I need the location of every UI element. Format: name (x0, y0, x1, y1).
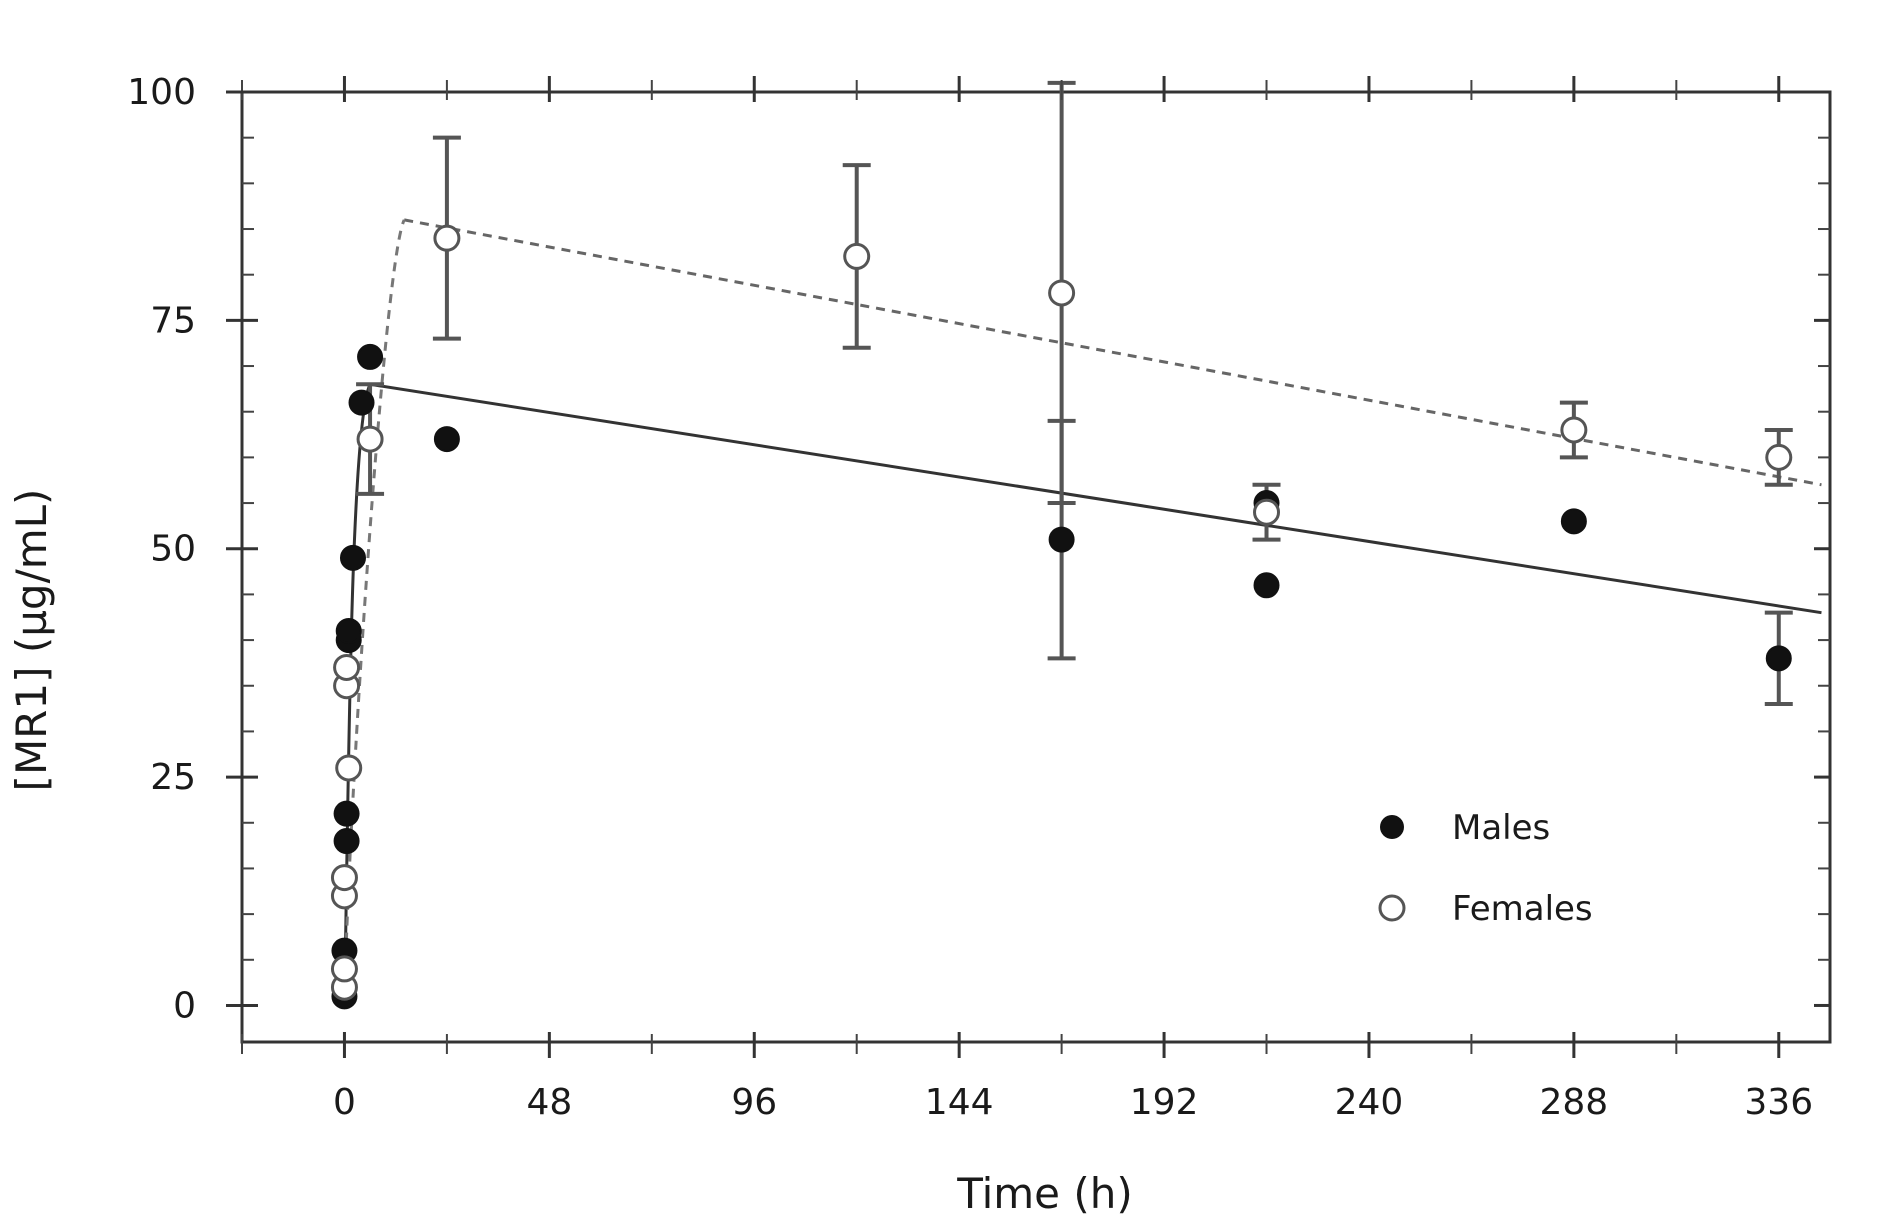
point-males-5 (335, 617, 362, 644)
point-females-1 (330, 955, 358, 983)
y-tick-label-25: 25 (150, 757, 196, 798)
point-males-13 (1560, 508, 1587, 535)
x-axis-ticks: 0 48 96 144 192 240 288 336 (241, 76, 1813, 1123)
point-females-6 (335, 754, 363, 782)
point-males-10 (1048, 526, 1075, 553)
point-females-5 (333, 653, 361, 681)
x-tick-label-144: 144 (925, 1082, 994, 1123)
plot-border (240, 90, 1832, 1044)
point-males-2 (333, 828, 360, 855)
y-tick-label-50: 50 (150, 529, 196, 570)
y-tick-label-100: 100 (127, 72, 196, 113)
x-tick-label-96: 96 (731, 1082, 777, 1123)
point-males-6 (339, 544, 366, 571)
point-females-10 (1048, 279, 1076, 307)
point-females-13 (1765, 443, 1793, 471)
y-tick-label-0: 0 (173, 985, 196, 1026)
x-tick-label-0: 0 (333, 1082, 356, 1123)
fit-line-males (369, 382, 1822, 615)
point-males-11 (1253, 572, 1280, 599)
point-females-11 (1253, 498, 1281, 526)
x-tick-label-288: 288 (1540, 1082, 1609, 1123)
y-axis-ticks: 0 25 50 75 100 (127, 72, 1830, 1026)
x-tick-label-240: 240 (1335, 1082, 1404, 1123)
point-males-9 (433, 426, 460, 453)
x-tick-label-48: 48 (526, 1082, 572, 1123)
point-females-12 (1560, 416, 1588, 444)
y-tick-label-75: 75 (150, 300, 196, 341)
point-males-8 (357, 343, 384, 370)
legend: Males Females (1378, 808, 1593, 929)
fit-lines (342, 218, 1822, 1006)
legend-marker-males (1380, 815, 1404, 839)
point-females-7 (356, 425, 384, 453)
x-axis-title: Time (h) (956, 1169, 1133, 1218)
fit-line-females (403, 218, 1822, 487)
point-females-8 (433, 224, 461, 252)
error-bars (356, 80, 1793, 707)
point-males-7 (348, 389, 375, 416)
data-points (330, 224, 1793, 1010)
x-tick-label-192: 192 (1130, 1082, 1199, 1123)
point-males-3 (333, 800, 360, 827)
legend-marker-females (1378, 894, 1406, 922)
plot-frame (240, 90, 1832, 1044)
point-males-14 (1765, 645, 1792, 672)
absorption-curve-females (342, 219, 406, 1006)
point-females-3 (330, 864, 358, 892)
point-females-9 (843, 242, 871, 270)
x-tick-label-336: 336 (1744, 1082, 1813, 1123)
legend-label-males: Males (1452, 808, 1550, 848)
legend-label-females: Females (1452, 889, 1593, 929)
y-axis-title: [MR1] (µg/mL) (7, 489, 56, 792)
